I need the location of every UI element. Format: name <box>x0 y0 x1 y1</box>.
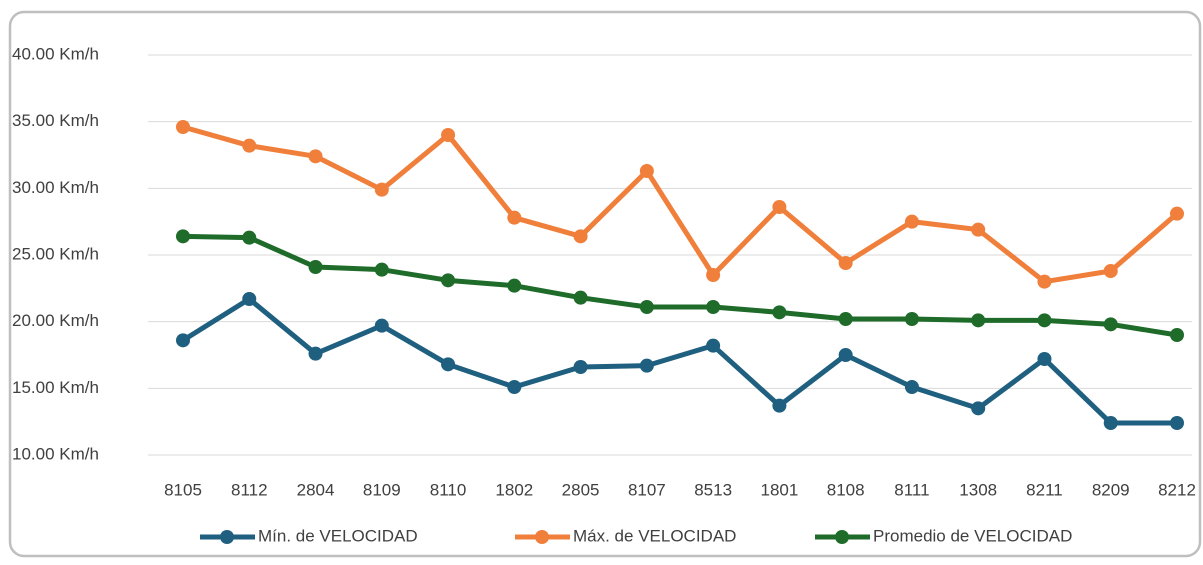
x-tick-label: 8211 <box>1026 480 1063 499</box>
x-tick-label: 2805 <box>562 480 600 499</box>
data-point <box>573 229 588 244</box>
x-tick-label: 1801 <box>760 480 798 499</box>
data-point <box>639 164 654 178</box>
y-tick-label: 15.00 Km/h <box>12 378 99 397</box>
data-point <box>706 300 721 314</box>
series-line <box>182 124 1179 285</box>
data-point <box>308 346 323 361</box>
data-point <box>176 229 190 244</box>
data-point <box>308 149 323 164</box>
data-point <box>904 380 919 394</box>
y-tick-label: 10.00 Km/h <box>12 444 99 463</box>
data-point <box>242 292 257 306</box>
x-tick-label: 1308 <box>959 480 997 499</box>
data-point <box>507 210 522 225</box>
legend-marker <box>535 530 549 544</box>
x-tick-label: 8107 <box>628 480 666 499</box>
data-point <box>639 300 654 314</box>
series-line <box>181 296 1177 426</box>
data-point <box>242 138 257 153</box>
data-point <box>1103 264 1118 278</box>
y-tick-label: 20.00 Km/h <box>12 311 99 330</box>
data-point <box>374 318 389 333</box>
y-tick-label: 25.00 Km/h <box>12 244 99 263</box>
data-point <box>838 312 853 326</box>
legend-marker <box>835 530 849 544</box>
data-point <box>441 357 456 372</box>
data-point <box>639 358 654 373</box>
data-point <box>706 338 721 353</box>
legend-label: Promedio de VELOCIDAD <box>873 526 1072 545</box>
y-tick-label: 30.00 Km/h <box>12 178 99 197</box>
data-point <box>1103 416 1118 430</box>
data-point <box>176 333 190 348</box>
data-point <box>1037 313 1052 328</box>
data-point <box>441 128 456 142</box>
data-point <box>838 348 853 362</box>
x-tick-label: 8108 <box>827 480 865 499</box>
data-point <box>374 182 389 197</box>
data-point <box>971 313 986 328</box>
legend-label: Mín. de VELOCIDAD <box>258 526 418 545</box>
legend-label: Máx. de VELOCIDAD <box>573 526 736 545</box>
legend-marker <box>220 530 234 544</box>
data-point <box>441 273 456 288</box>
x-tick-label: 2804 <box>297 480 335 499</box>
data-point <box>971 222 986 237</box>
data-point <box>772 398 787 413</box>
data-point <box>1170 416 1184 430</box>
data-point <box>1037 352 1052 366</box>
data-point <box>1103 317 1118 332</box>
data-point <box>772 305 787 320</box>
data-point <box>838 256 853 270</box>
data-point <box>374 262 389 277</box>
x-tick-label: 8513 <box>694 480 732 499</box>
x-tick-label: 8209 <box>1092 480 1130 499</box>
y-tick-label: 35.00 Km/h <box>12 111 99 130</box>
data-point <box>308 260 323 274</box>
data-point <box>507 278 522 293</box>
data-point <box>1170 328 1184 342</box>
data-point <box>507 380 522 394</box>
x-tick-label: 8110 <box>430 480 467 499</box>
x-tick-label: 1802 <box>495 480 533 499</box>
data-point <box>573 360 588 374</box>
x-tick-label: 8212 <box>1158 480 1196 499</box>
data-point <box>706 268 721 282</box>
x-tick-label: 8109 <box>363 480 401 499</box>
y-tick-label: 40.00 Km/h <box>12 44 99 63</box>
data-point <box>1037 274 1052 289</box>
data-point <box>772 200 787 214</box>
data-point <box>242 230 257 245</box>
chart-border <box>8 10 1202 558</box>
data-point <box>573 290 588 305</box>
data-point <box>904 312 919 326</box>
x-tick-label: 8112 <box>231 480 268 499</box>
data-point <box>1170 206 1184 221</box>
x-tick-label: 8111 <box>894 480 929 499</box>
data-point <box>904 214 919 229</box>
data-point <box>176 120 190 134</box>
x-tick-label: 8105 <box>164 480 202 499</box>
data-point <box>971 401 986 416</box>
series-line <box>182 233 1178 338</box>
